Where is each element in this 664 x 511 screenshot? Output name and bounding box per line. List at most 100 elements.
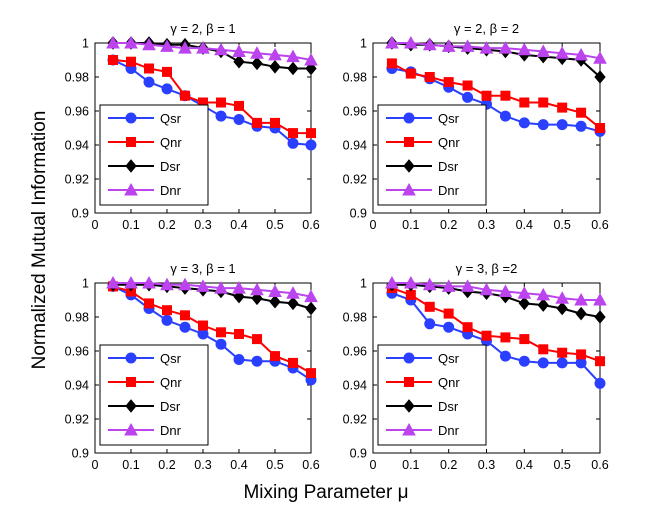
legend-marker-dsr <box>403 159 415 173</box>
legend-marker-qsr <box>403 112 415 124</box>
x-tick-label: 0.6 <box>591 218 608 232</box>
legend-marker-dnr <box>124 182 138 196</box>
legend-label-qsr: Qsr <box>160 351 182 366</box>
data-point-qsr <box>251 355 263 367</box>
chart-title: γ = 2, β = 1 <box>170 21 235 36</box>
data-point-dsr <box>556 301 568 316</box>
data-point-qnr <box>270 351 280 362</box>
data-point-qsr <box>575 120 587 132</box>
y-tick-label: 0.98 <box>65 311 89 325</box>
legend-label-dsr: Dsr <box>160 399 181 414</box>
data-point-dnr <box>178 277 192 291</box>
chart-title: γ = 3, β = 1 <box>170 261 235 276</box>
data-point-dnr <box>555 46 570 59</box>
data-point-dnr <box>160 39 174 52</box>
y-tick-label: 0.9 <box>350 447 367 461</box>
data-point-qnr <box>288 357 298 368</box>
data-point-dnr <box>385 275 399 289</box>
chart-title: γ = 2, β = 2 <box>454 21 519 36</box>
data-point-qnr <box>595 356 605 367</box>
legend-label-dsr: Dsr <box>438 159 459 174</box>
y-tick-label: 0.92 <box>343 173 367 187</box>
data-point-qnr <box>462 80 473 91</box>
chart-panel-3: γ = 3, β = 1 0 0.1 0.2 0.3 0.4 0.5 0.6 0.9 0.92 0.… <box>65 261 320 472</box>
data-point-qnr <box>306 128 316 139</box>
data-point-dnr <box>178 41 192 54</box>
legend-label-qsr: Qsr <box>160 111 182 126</box>
data-point-dsr <box>305 301 317 316</box>
data-point-qnr <box>538 344 549 355</box>
data-point-qsr <box>518 355 530 367</box>
legend-marker-qnr <box>126 377 136 387</box>
data-point-qnr <box>557 102 568 113</box>
x-tick-label: 0.1 <box>402 218 419 232</box>
legend-marker-dsr <box>403 399 415 413</box>
data-point-qsr <box>556 357 568 369</box>
data-point-qsr <box>424 318 436 330</box>
data-point-dnr <box>498 41 513 54</box>
data-point-dnr <box>403 35 418 49</box>
x-tick-label: 0 <box>370 458 377 472</box>
data-point-dnr <box>441 39 456 52</box>
data-point-dnr <box>142 275 156 289</box>
y-tick-label: 0.94 <box>65 379 89 393</box>
data-point-qnr <box>462 322 473 333</box>
legend-marker-dnr <box>402 422 416 436</box>
data-point-qnr <box>252 117 262 128</box>
data-point-qnr <box>519 97 530 108</box>
data-point-dsr <box>594 310 606 324</box>
y-tick-label: 0.96 <box>343 105 367 119</box>
data-point-dnr <box>268 47 282 61</box>
data-point-qsr <box>233 354 245 365</box>
data-point-dnr <box>304 52 318 66</box>
data-point-qnr <box>576 349 587 360</box>
x-tick-label: 0.4 <box>230 218 247 232</box>
data-point-dnr <box>142 37 156 51</box>
data-point-qsr <box>499 110 511 122</box>
data-point-qsr <box>443 321 455 333</box>
data-point-qnr <box>557 347 568 358</box>
y-tick-label: 1 <box>82 277 89 291</box>
legend-label-qnr: Qnr <box>438 135 460 150</box>
y-tick-label: 0.98 <box>343 71 367 85</box>
data-point-dnr <box>196 279 210 292</box>
legend-label-dsr: Dsr <box>160 159 181 174</box>
legend-marker-qsr <box>125 352 137 364</box>
legend-label-dnr: Dnr <box>160 183 182 198</box>
data-point-dsr <box>287 296 299 311</box>
data-point-dnr <box>460 39 475 52</box>
x-tick-label: 0.6 <box>302 458 319 472</box>
data-point-dnr <box>555 291 570 304</box>
x-tick-label: 0.4 <box>230 458 247 472</box>
data-point-dnr <box>250 282 264 296</box>
data-point-qnr <box>576 107 587 118</box>
y-tick-label: 1 <box>360 37 367 51</box>
data-point-qnr <box>519 334 530 345</box>
data-point-dnr <box>124 35 138 49</box>
legend-marker-dsr <box>125 399 137 413</box>
data-point-qnr <box>481 90 492 101</box>
data-point-dnr <box>286 49 300 63</box>
x-tick-label: 0.5 <box>553 218 570 232</box>
x-tick-label: 0.2 <box>158 458 175 472</box>
legend-box <box>377 344 487 446</box>
y-tick-label: 0.9 <box>72 447 89 461</box>
x-tick-label: 0 <box>92 218 99 232</box>
y-tick-label: 0.92 <box>343 413 367 427</box>
y-axis-label: Normalized Mutual Information <box>29 111 50 370</box>
chart-panel-1: γ = 2, β = 1 0 0.1 0.2 0.3 0.4 0.5 0.6 0.9 0.92 0.… <box>65 21 320 232</box>
data-point-dnr <box>517 42 532 56</box>
legend-marker-qsr <box>403 352 415 364</box>
data-point-dsr <box>287 61 299 76</box>
x-tick-label: 0.2 <box>440 218 457 232</box>
legend-label-dnr: Dnr <box>438 423 460 438</box>
legend-label-qnr: Qnr <box>160 375 182 390</box>
data-point-qsr <box>556 119 568 131</box>
data-point-dnr <box>422 277 437 291</box>
y-tick-label: 0.9 <box>350 207 367 221</box>
data-point-dnr <box>574 47 588 61</box>
y-tick-label: 0.92 <box>65 173 89 187</box>
x-tick-label: 0.4 <box>516 218 533 232</box>
data-point-qnr <box>405 289 416 300</box>
y-tick-label: 0.92 <box>65 413 89 427</box>
